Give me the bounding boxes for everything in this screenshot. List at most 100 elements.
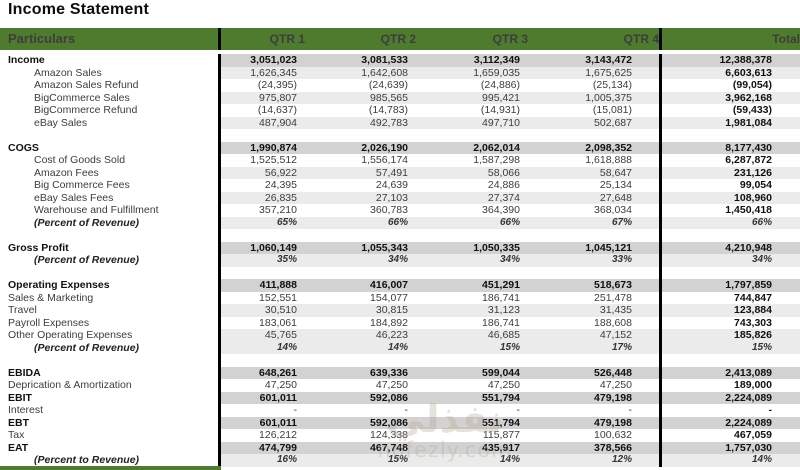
cell-value: 1,060,149 <box>221 241 305 254</box>
vertical-divider <box>659 54 662 67</box>
vertical-divider <box>659 154 662 167</box>
cell-value: (24,639) <box>368 79 408 91</box>
row-label: Payroll Expenses <box>8 316 90 329</box>
cell-value: 3,143,472 <box>528 54 659 67</box>
table-body: Income 3,051,023 3,081,533 3,112,349 3,143,4… <box>0 54 800 467</box>
cell-value: 744,847 <box>734 291 772 304</box>
vertical-divider <box>218 441 221 454</box>
cell-value: 46,223 <box>305 329 416 342</box>
cell-value: 183,061 <box>259 316 297 329</box>
row-label: EBIT <box>8 391 32 404</box>
cell-value: 502,687 <box>528 116 659 129</box>
vertical-divider <box>659 304 662 317</box>
cell-value: 35% <box>221 254 305 267</box>
cell-value: 34% <box>305 254 416 267</box>
vertical-divider <box>218 454 221 467</box>
cell-value: 592,086 <box>305 391 416 404</box>
cell-value: 31,123 <box>416 304 528 317</box>
cell-value: 66% <box>416 216 528 229</box>
vertical-divider <box>659 28 662 50</box>
cell-value: 58,066 <box>416 166 528 179</box>
vertical-divider <box>218 266 221 279</box>
vertical-divider <box>659 391 662 404</box>
cell-value: 2,413,089 <box>662 366 800 379</box>
row-label: Travel <box>8 304 37 316</box>
table-row: Amazon Sales 1,626,345 1,642,608 1,659,035 1… <box>0 66 800 79</box>
cell-value: - <box>768 404 773 416</box>
cell-value: 975,807 <box>221 91 305 104</box>
cell-value: 66% <box>305 216 416 229</box>
row-label: Warehouse and Fulfillment <box>34 204 159 216</box>
row-label <box>0 267 218 280</box>
table-row: Warehouse and Fulfillment 357,210 360,783 3… <box>0 204 800 217</box>
cell-value: 231,126 <box>662 166 800 179</box>
cell-value: 1,990,874 <box>221 141 305 154</box>
vertical-divider <box>218 341 221 354</box>
cell-value: 497,710 <box>416 116 528 129</box>
table-row: (Percent of Revenue) 35% 34% 34% 33% 34% <box>0 254 800 267</box>
cell-value: 467,059 <box>734 429 772 441</box>
cell-value <box>528 354 659 367</box>
cell-value: 518,673 <box>528 279 659 292</box>
cell-value: 416,007 <box>305 279 416 292</box>
vertical-divider <box>218 129 221 142</box>
cell-value: (15,081) <box>592 104 632 116</box>
vertical-divider <box>659 229 662 242</box>
cell-value: 14% <box>305 341 416 354</box>
cell-value: 34% <box>416 254 528 267</box>
cell-value: 6,287,872 <box>725 154 772 166</box>
vertical-divider <box>218 66 221 79</box>
table-header-row: Particulars QTR 1 QTR 2 QTR 3 QTR 4 Tota… <box>0 28 800 50</box>
cell-value <box>305 354 416 367</box>
cell-value: 123,884 <box>662 304 800 317</box>
cell-value: (14,637) <box>257 104 297 116</box>
spacer-row <box>0 229 800 242</box>
cell-value: 1,797,859 <box>662 279 800 292</box>
cell-value: 47,152 <box>528 329 659 342</box>
row-label: Amazon Sales Refund <box>34 79 139 91</box>
cell-value: 66% <box>662 216 800 229</box>
row-label <box>0 354 218 367</box>
cell-value: 58,647 <box>528 166 659 179</box>
vertical-divider <box>218 254 221 267</box>
table-row: (Percent of Revenue) 14% 14% 15% 17% 15% <box>0 341 800 354</box>
cell-value: (59,433) <box>732 104 772 116</box>
vertical-divider <box>218 104 221 117</box>
cut-off-header-strip <box>0 466 221 470</box>
row-label: eBay Sales <box>34 116 88 129</box>
cell-value: 474,799 <box>221 441 305 454</box>
row-label: eBay Sales Fees <box>34 191 114 204</box>
cell-value: (14,783) <box>368 104 408 116</box>
cell-value: 17% <box>528 341 659 354</box>
table-row: Sales & Marketing 152,551 154,077 186,741 25… <box>0 291 800 304</box>
vertical-divider <box>659 429 662 442</box>
vertical-divider <box>659 216 662 229</box>
cell-value <box>305 129 416 142</box>
cell-value <box>416 354 528 367</box>
row-label: Deprication & Amortization <box>8 379 132 391</box>
cell-value: 12% <box>528 454 659 467</box>
cell-value: 467,748 <box>305 441 416 454</box>
row-label <box>0 229 218 242</box>
cell-value: 743,303 <box>734 316 772 329</box>
vertical-divider <box>218 116 221 129</box>
table-row: Deprication & Amortization 47,250 47,250 47… <box>0 379 800 392</box>
row-label: Amazon Sales <box>34 66 102 79</box>
table-row: EBIT 601,011 592,086 551,794 479,198 2,224,08… <box>0 391 800 404</box>
vertical-divider <box>659 454 662 467</box>
table-row: Other Operating Expenses 45,765 46,223 46,6… <box>0 329 800 342</box>
vertical-divider <box>218 154 221 167</box>
table-row: eBay Sales 487,904 492,783 497,710 502,687 1,… <box>0 116 800 129</box>
vertical-divider <box>218 166 221 179</box>
vertical-divider <box>659 279 662 292</box>
table-row: Gross Profit 1,060,149 1,055,343 1,050,335 1… <box>0 241 800 254</box>
vertical-divider <box>218 229 221 242</box>
table-row: Amazon Fees 56,922 57,491 58,066 58,647 231,1… <box>0 166 800 179</box>
table-row: Cost of Goods Sold 1,525,512 1,556,174 1,58… <box>0 154 800 167</box>
cell-value: 639,336 <box>305 366 416 379</box>
vertical-divider <box>218 379 221 392</box>
row-label: (Percent of Revenue) <box>34 254 140 266</box>
cell-value: 47,250 <box>599 379 632 391</box>
cell-value: 2,224,089 <box>662 416 800 429</box>
vertical-divider <box>659 379 662 392</box>
